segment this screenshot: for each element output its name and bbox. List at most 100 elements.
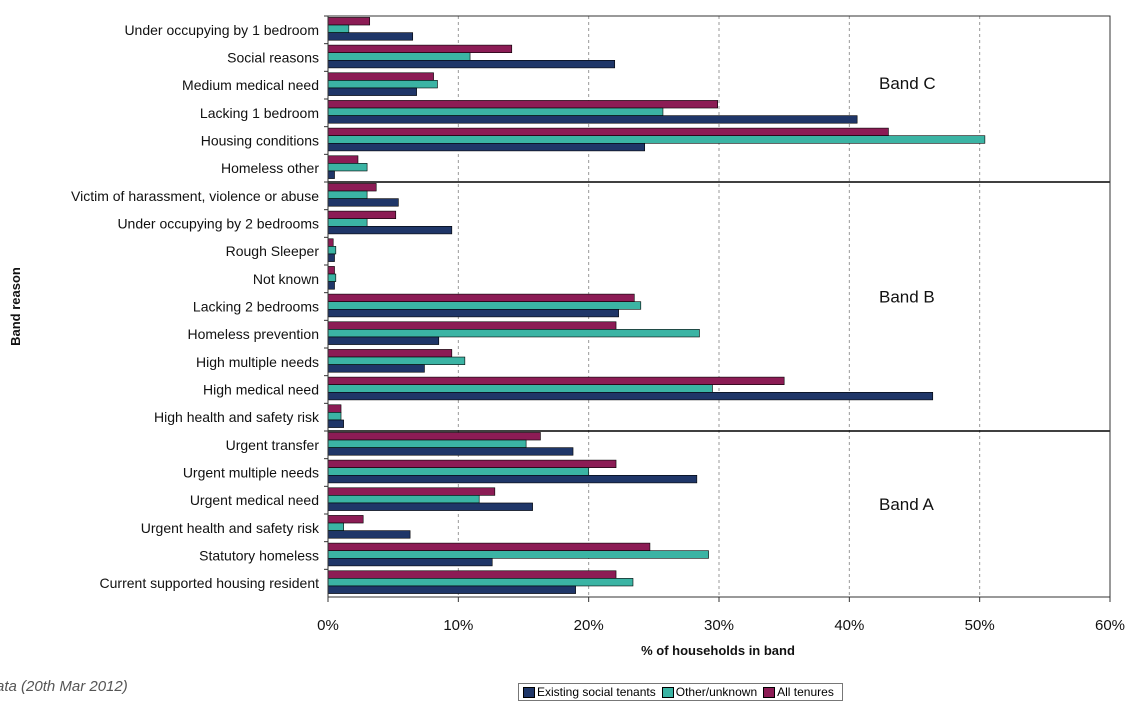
bar: [327, 293, 635, 303]
x-tick-label: 10%: [443, 617, 473, 634]
bar: [327, 155, 359, 164]
category-label: Medium medical need: [182, 77, 319, 93]
legend-label: Existing social tenants: [537, 685, 656, 699]
x-tick-label: 60%: [1095, 617, 1125, 634]
band-dividers: Band C Band B Band A: [328, 74, 1110, 514]
legend-swatch: [661, 686, 674, 698]
bar: [327, 376, 785, 386]
bar: [327, 570, 617, 579]
category-label: Homeless other: [221, 160, 319, 176]
band-label: Band B: [879, 288, 935, 307]
bar: [327, 17, 371, 26]
bar: [327, 542, 651, 551]
bar: [327, 530, 411, 539]
legend-label: Other/unknown: [675, 685, 758, 699]
bar: [327, 439, 527, 448]
legend-swatch: [763, 686, 776, 698]
bar: [327, 52, 471, 61]
category-label: Under occupying by 1 bedroom: [124, 22, 319, 38]
band-label: Band C: [879, 74, 936, 93]
bar: [327, 266, 335, 275]
bar: [327, 336, 440, 345]
legend-item: Existing social tenants: [523, 685, 656, 699]
bar: [327, 107, 664, 116]
bar: [327, 226, 453, 235]
bar: [327, 459, 617, 469]
bar: [327, 474, 698, 484]
bar: [327, 487, 496, 496]
legend-swatch: [523, 686, 535, 698]
bar: [327, 281, 335, 290]
bar: [327, 419, 344, 428]
bar: [327, 364, 425, 373]
bar: [327, 550, 709, 559]
bar: [327, 329, 700, 338]
bar: [327, 183, 377, 192]
category-label: High health and safety risk: [154, 409, 320, 425]
bar: [327, 190, 368, 199]
category-label: Social reasons: [227, 50, 319, 66]
x-tick-label: 20%: [574, 617, 604, 634]
bar: [327, 80, 438, 89]
x-tick-label: 0%: [317, 617, 339, 634]
bar: [327, 557, 493, 567]
bar: [327, 32, 414, 41]
bar: [327, 349, 453, 358]
category-label: High medical need: [203, 382, 319, 398]
bar: [327, 100, 719, 109]
category-label: Statutory homeless: [199, 548, 319, 564]
x-tick-label: 40%: [834, 617, 864, 634]
bar: [327, 87, 417, 96]
bar: [327, 321, 617, 330]
bar: [327, 24, 350, 33]
bar: [327, 356, 466, 365]
category-label: Homeless prevention: [187, 326, 319, 342]
bar: [327, 143, 646, 152]
bar-series: [327, 17, 986, 594]
bar: [327, 44, 513, 53]
bar: [327, 170, 335, 179]
category-labels: Under occupying by 1 bedroom Social reaso…: [71, 15, 328, 591]
bar: [327, 412, 342, 421]
legend: Existing social tenants Other/unknown All …: [518, 683, 843, 701]
legend-label: All tenures: [777, 685, 834, 699]
bar: [327, 515, 364, 524]
band-label: Band A: [879, 495, 934, 514]
category-label: Current supported housing resident: [100, 575, 320, 591]
bar: [327, 301, 642, 310]
bar: [327, 163, 368, 172]
category-label: Under occupying by 2 bedrooms: [117, 216, 319, 232]
legend-item: Other/unknown: [661, 685, 758, 699]
x-tick-label: 30%: [704, 617, 734, 634]
category-label: Lacking 2 bedrooms: [193, 299, 319, 315]
bar: [327, 72, 434, 81]
category-label: Urgent transfer: [226, 437, 320, 453]
category-label: Urgent medical need: [190, 492, 319, 508]
source-caption: ata (20th Mar 2012): [0, 678, 128, 695]
category-label: Not known: [253, 271, 319, 287]
bar: [327, 467, 589, 476]
bar: [327, 59, 616, 69]
bar: [327, 391, 934, 401]
bar: [327, 135, 986, 144]
category-label: Lacking 1 bedroom: [200, 105, 319, 121]
bar: [327, 502, 533, 511]
category-label: Urgent health and safety risk: [141, 520, 320, 536]
category-label: Victim of harassment, violence or abuse: [71, 188, 319, 204]
category-label: Rough Sleeper: [226, 243, 320, 259]
bar: [327, 495, 480, 504]
bar: [327, 198, 399, 207]
bar: [327, 115, 858, 124]
category-label: Housing conditions: [201, 133, 319, 149]
x-axis-label: % of households in band: [641, 643, 795, 658]
bar: [327, 238, 334, 247]
bar: [327, 585, 576, 594]
bar: [327, 522, 344, 531]
bar: [327, 447, 574, 456]
category-label: Urgent multiple needs: [183, 465, 319, 481]
bar: [327, 253, 335, 262]
category-label: High multiple needs: [196, 354, 319, 370]
bar: [327, 384, 713, 393]
x-tick-label: 50%: [965, 617, 995, 634]
